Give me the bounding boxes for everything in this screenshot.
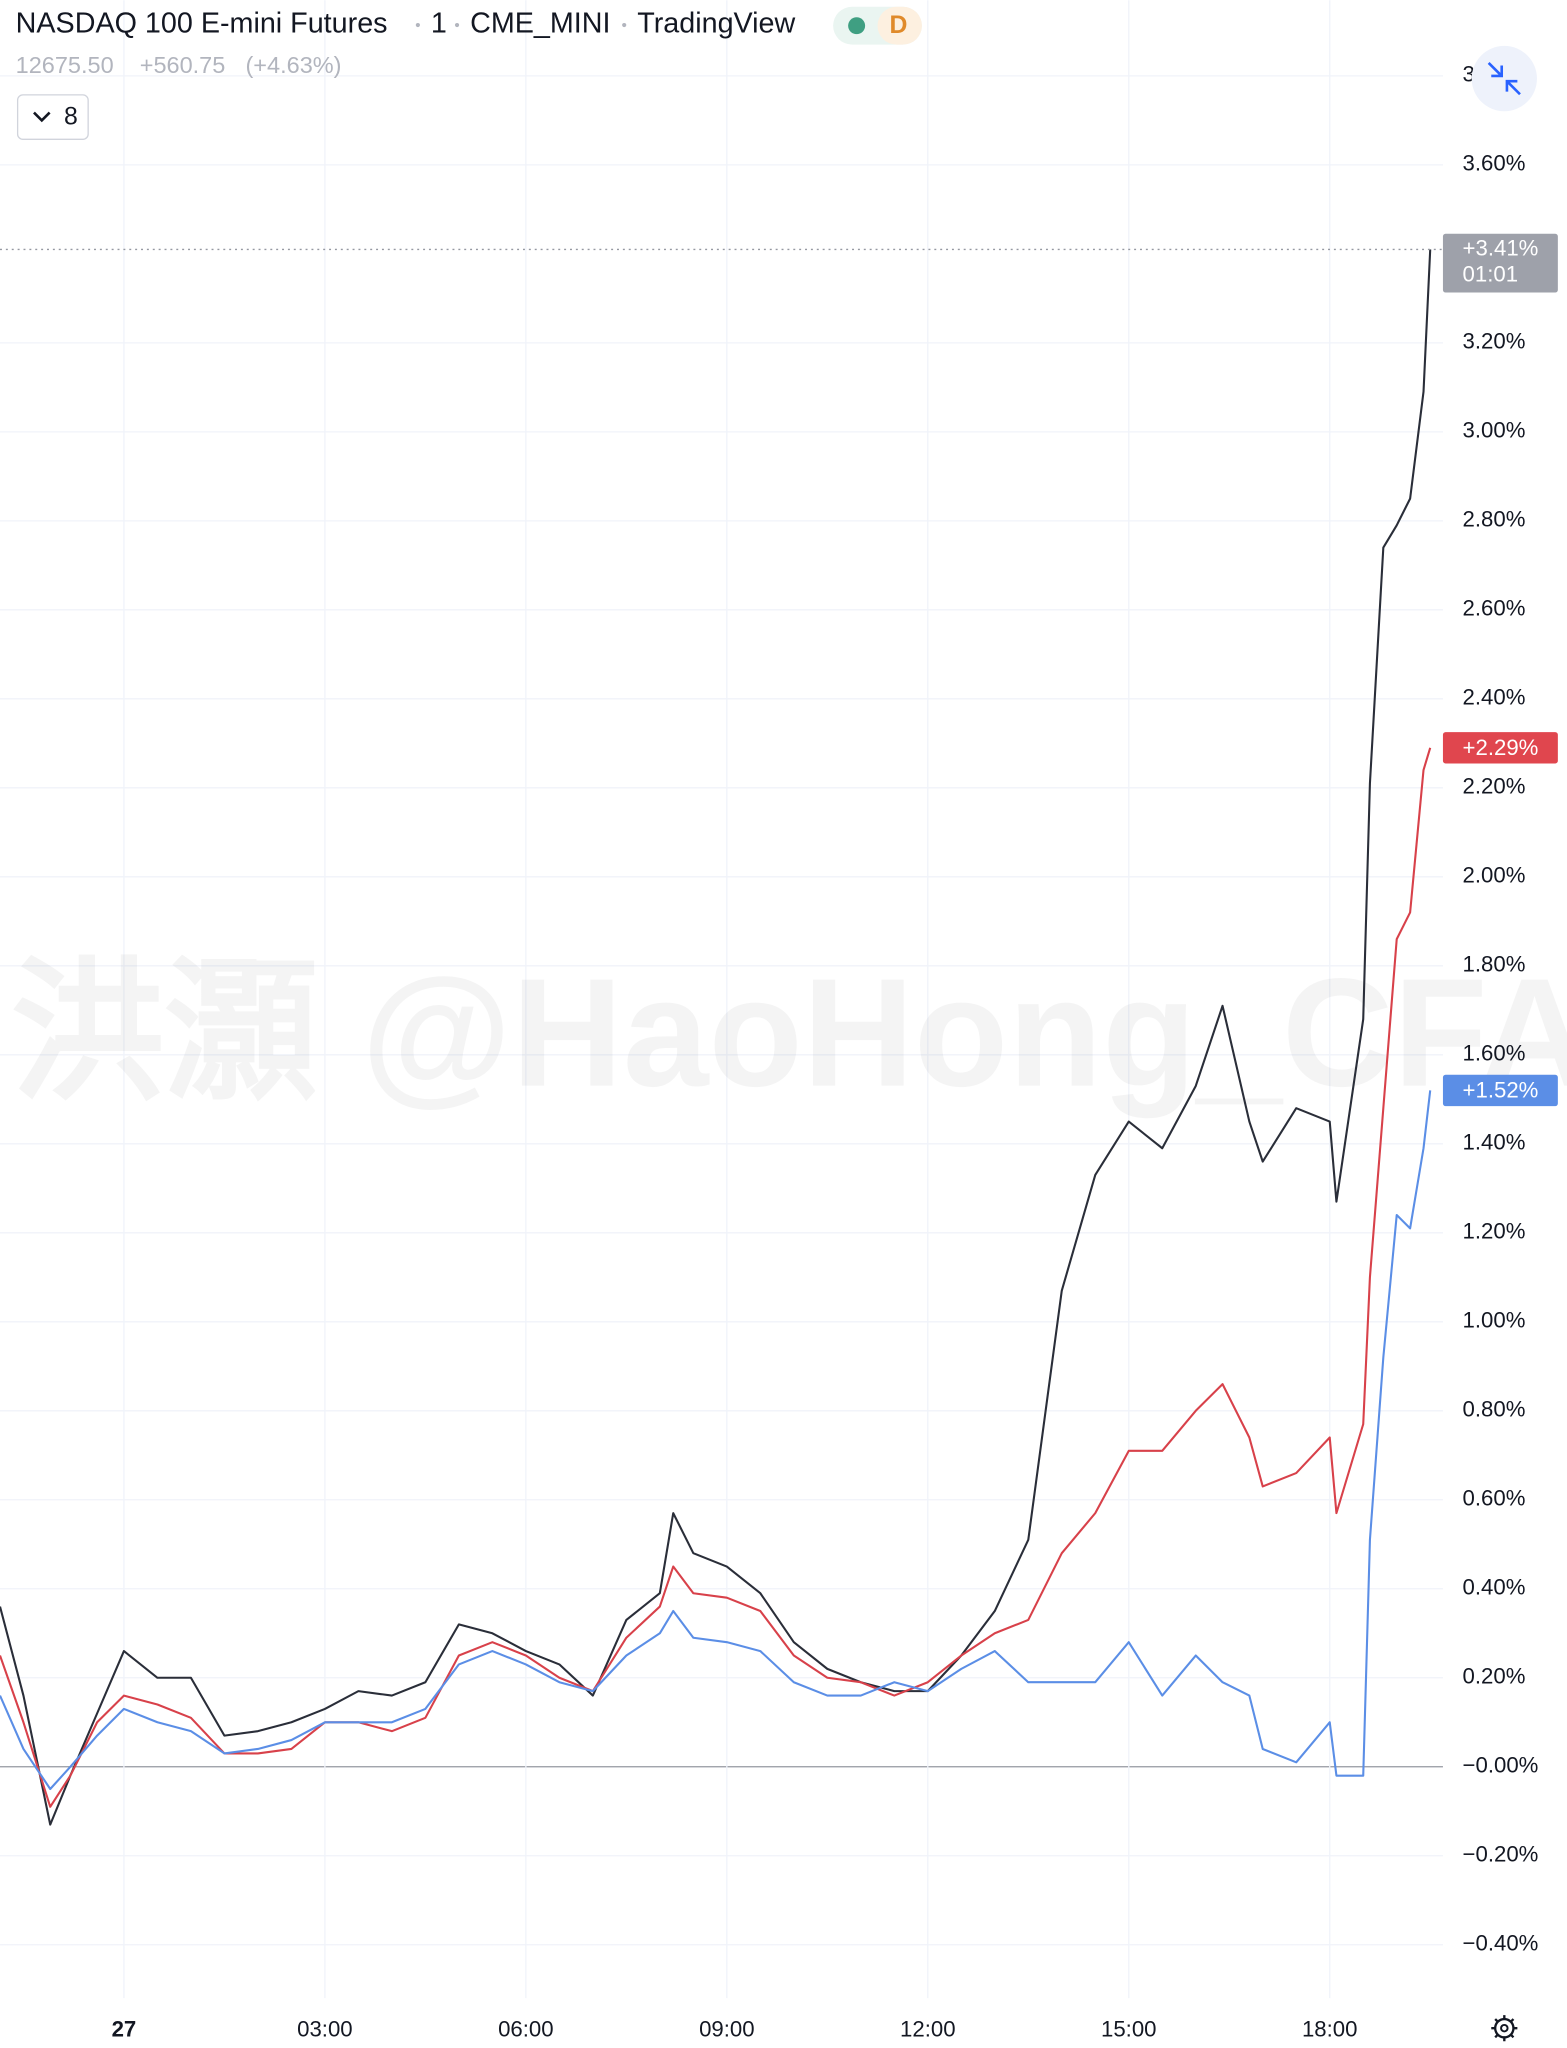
chevron — [33, 111, 51, 123]
separator — [622, 22, 627, 28]
axes: −0.40% −0.20% −0.00% 0.20% 0.40% 0.60% 0.80% 1.… — [112, 62, 1539, 2042]
exchange: CME_MINI — [470, 8, 610, 40]
interval: 1 — [431, 8, 447, 40]
y-tick-label: −0.40% — [1463, 1931, 1539, 1956]
gear-icon[interactable] — [1494, 2017, 1515, 2039]
indicator-toggle[interactable]: 8 — [16, 94, 89, 140]
y-tick-label: −0.20% — [1463, 1842, 1539, 1867]
x-tick-label: 03:00 — [297, 2017, 353, 2042]
separator — [454, 22, 460, 28]
y-tick-label: 2.20% — [1463, 774, 1526, 799]
y-tick-label: 3.20% — [1463, 329, 1526, 354]
y-tick-label: 0.40% — [1463, 1575, 1526, 1600]
x-tick-label: 12:00 — [900, 2017, 956, 2042]
x-tick-label: 27 — [112, 2017, 137, 2042]
watermark: 洪灝 @HaoHong_CFA — [10, 947, 1567, 1119]
toggle-box[interactable] — [16, 94, 89, 140]
grid — [0, 0, 1443, 1999]
x-tick-label: 15:00 — [1101, 2017, 1157, 2042]
last-price-label-bg — [1442, 732, 1558, 764]
series-line — [0, 1090, 1432, 1791]
y-tick-label: 1.00% — [1463, 1308, 1526, 1333]
indicator-count: 8 — [64, 103, 78, 130]
series-line — [0, 249, 1432, 1826]
symbol-title: NASDAQ 100 E-mini Futures — [16, 8, 388, 40]
y-tick-label: 3.60% — [1463, 151, 1526, 176]
status-pill-right — [877, 6, 922, 45]
last-price: 12675.50 — [16, 52, 114, 78]
series-line — [0, 747, 1432, 1808]
y-tick-label: 3.00% — [1463, 418, 1526, 443]
gear-teeth — [1491, 2015, 1518, 2042]
bar-countdown: 01:01 — [1463, 261, 1519, 286]
y-tick-label: 1.80% — [1463, 952, 1526, 977]
x-tick-label: 18:00 — [1302, 2017, 1358, 2042]
collapse-button[interactable] — [1471, 45, 1537, 112]
y-tick-label: 0.20% — [1463, 1664, 1526, 1689]
last-price-label: +2.29% — [1463, 735, 1539, 760]
separator — [415, 22, 420, 28]
y-tick-label: 0.60% — [1463, 1486, 1526, 1511]
collapse-icon — [1487, 61, 1521, 96]
button-bg[interactable] — [1471, 45, 1537, 112]
y-tick-label: 1.40% — [1463, 1130, 1526, 1155]
last-price-label-bg — [1442, 1074, 1558, 1107]
plot — [0, 248, 1443, 1826]
source: TradingView — [637, 8, 795, 40]
y-tick-label: 2.00% — [1463, 863, 1526, 888]
y-tick-label: 2.80% — [1463, 507, 1526, 532]
last-price-label-bg — [1442, 233, 1558, 293]
y-tick-label: −0.00% — [1463, 1753, 1539, 1778]
market-status-dot — [848, 17, 866, 35]
y-tick-label: 0.80% — [1463, 1397, 1526, 1422]
last-price-label: +1.52% — [1463, 1078, 1539, 1103]
price-labels: +3.41%01:01 +2.29% +1.52% — [1442, 233, 1558, 1107]
gear-center — [1500, 2023, 1509, 2033]
last-price-label: +3.41% — [1463, 235, 1539, 260]
y-tick-label: 2.60% — [1463, 596, 1526, 621]
y-tick-label: 1.20% — [1463, 1219, 1526, 1244]
change: +560.75 — [140, 52, 226, 78]
y-tick-label: 2.40% — [1463, 685, 1526, 710]
settings-button[interactable] — [1491, 2015, 1518, 2042]
x-tick-label: 09:00 — [699, 2017, 755, 2042]
delay-badge: D — [889, 12, 907, 39]
change-percent: (+4.63%) — [245, 52, 341, 78]
y-tick-label: 1.60% — [1463, 1041, 1526, 1066]
x-tick-label: 06:00 — [498, 2017, 554, 2042]
